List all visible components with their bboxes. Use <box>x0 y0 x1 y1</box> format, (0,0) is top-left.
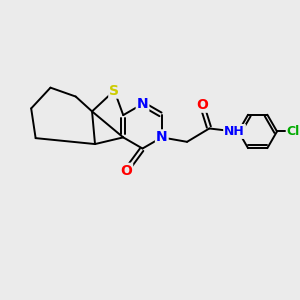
Text: NH: NH <box>224 125 245 138</box>
Text: Cl: Cl <box>287 125 300 138</box>
Text: O: O <box>196 98 208 112</box>
Text: O: O <box>120 164 132 178</box>
Text: S: S <box>109 84 119 98</box>
Text: N: N <box>156 130 168 144</box>
Text: N: N <box>137 97 148 111</box>
